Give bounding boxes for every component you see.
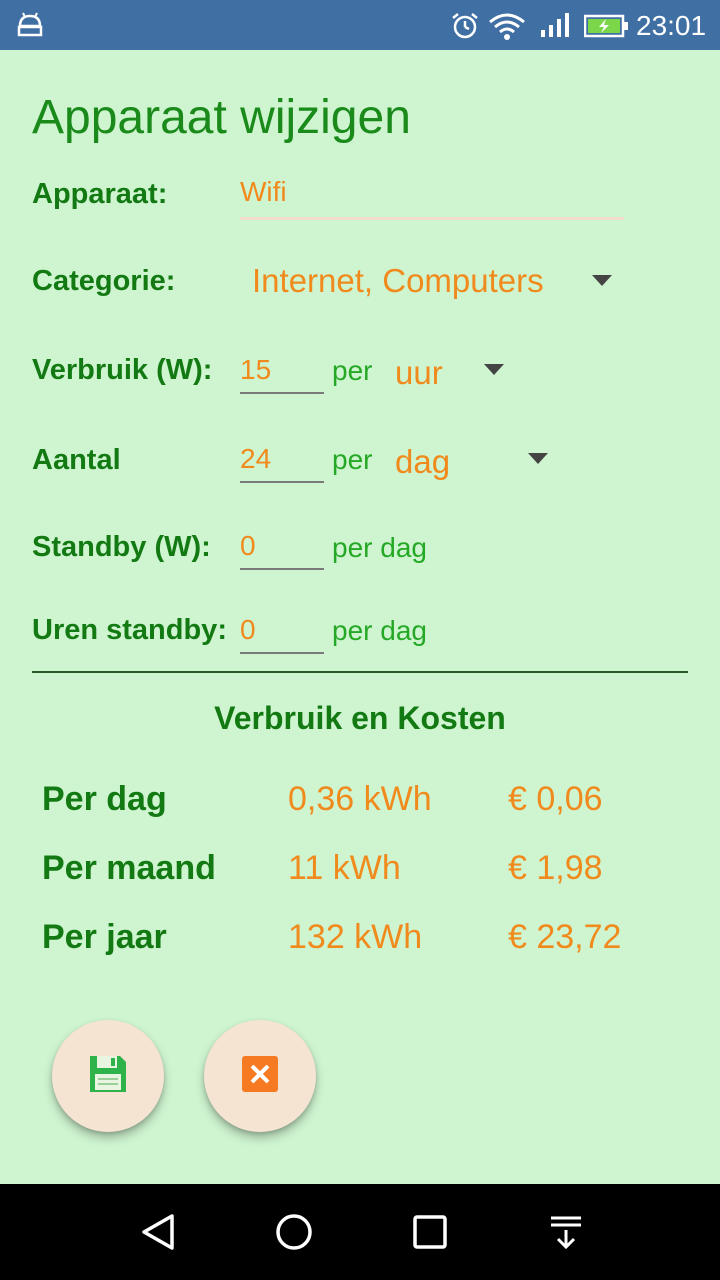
row-label: Per jaar	[42, 918, 167, 956]
back-icon[interactable]	[138, 1212, 178, 1257]
count-unit-value: dag	[395, 443, 451, 480]
clock: 23:01	[636, 10, 707, 41]
chevron-down-icon	[528, 453, 548, 464]
standby-hours-label: Uren standby:	[32, 614, 227, 646]
standby-input[interactable]: 0	[240, 530, 324, 570]
navigation-bar	[0, 1184, 720, 1280]
standby-hours-per-text: per dag	[332, 615, 427, 646]
device-name-input[interactable]: Wifi	[240, 176, 624, 220]
usage-unit-dropdown[interactable]: uur	[390, 348, 520, 398]
count-label: Aantal	[32, 444, 121, 476]
standby-hours-input[interactable]: 0	[240, 614, 324, 654]
android-icon	[16, 12, 44, 43]
row-kwh: 11 kWh	[288, 849, 401, 887]
alarm-icon	[450, 12, 480, 45]
chevron-down-icon	[592, 275, 612, 286]
standby-hours-value: 0	[240, 614, 256, 645]
save-button[interactable]	[52, 1020, 164, 1132]
row-cost: € 23,72	[508, 918, 622, 956]
page-title: Apparaat wijzigen	[32, 91, 411, 144]
cancel-button[interactable]	[204, 1020, 316, 1132]
category-label: Categorie:	[32, 265, 176, 297]
category-value: Internet, Computers	[252, 262, 544, 299]
device-name-value: Wifi	[240, 176, 287, 207]
row-label: Per dag	[42, 780, 167, 818]
battery-charging-icon	[583, 14, 630, 43]
row-kwh: 132 kWh	[288, 918, 423, 956]
count-per-text: per	[332, 444, 373, 475]
home-icon[interactable]	[274, 1212, 314, 1257]
wifi-icon	[488, 12, 526, 45]
floppy-disk-icon	[88, 1054, 128, 1099]
standby-label: Standby (W):	[32, 531, 211, 563]
usage-unit-value: uur	[395, 354, 443, 391]
row-kwh: 0,36 kWh	[288, 780, 432, 818]
close-box-icon	[241, 1055, 279, 1098]
row-label: Per maand	[42, 849, 216, 887]
count-input[interactable]: 24	[240, 443, 324, 483]
notification-pull-icon[interactable]	[546, 1212, 586, 1257]
summary-title: Verbruik en Kosten	[214, 700, 506, 736]
row-cost: € 1,98	[508, 849, 603, 887]
usage-per-text: per	[332, 355, 373, 386]
recents-icon[interactable]	[410, 1212, 450, 1257]
count-value: 24	[240, 443, 272, 474]
standby-value: 0	[240, 530, 256, 561]
signal-icon	[540, 12, 572, 43]
usage-input[interactable]: 15	[240, 354, 324, 394]
device-label: Apparaat:	[32, 178, 168, 210]
usage-value: 15	[240, 354, 272, 385]
row-cost: € 0,06	[508, 780, 603, 818]
category-dropdown[interactable]: Internet, Computers	[250, 258, 630, 308]
standby-per-text: per dag	[332, 532, 427, 563]
divider	[32, 671, 688, 673]
count-unit-dropdown[interactable]: dag	[390, 437, 560, 487]
usage-label: Verbruik (W):	[32, 354, 213, 386]
chevron-down-icon	[484, 364, 504, 375]
status-bar: 23:01	[0, 0, 720, 50]
